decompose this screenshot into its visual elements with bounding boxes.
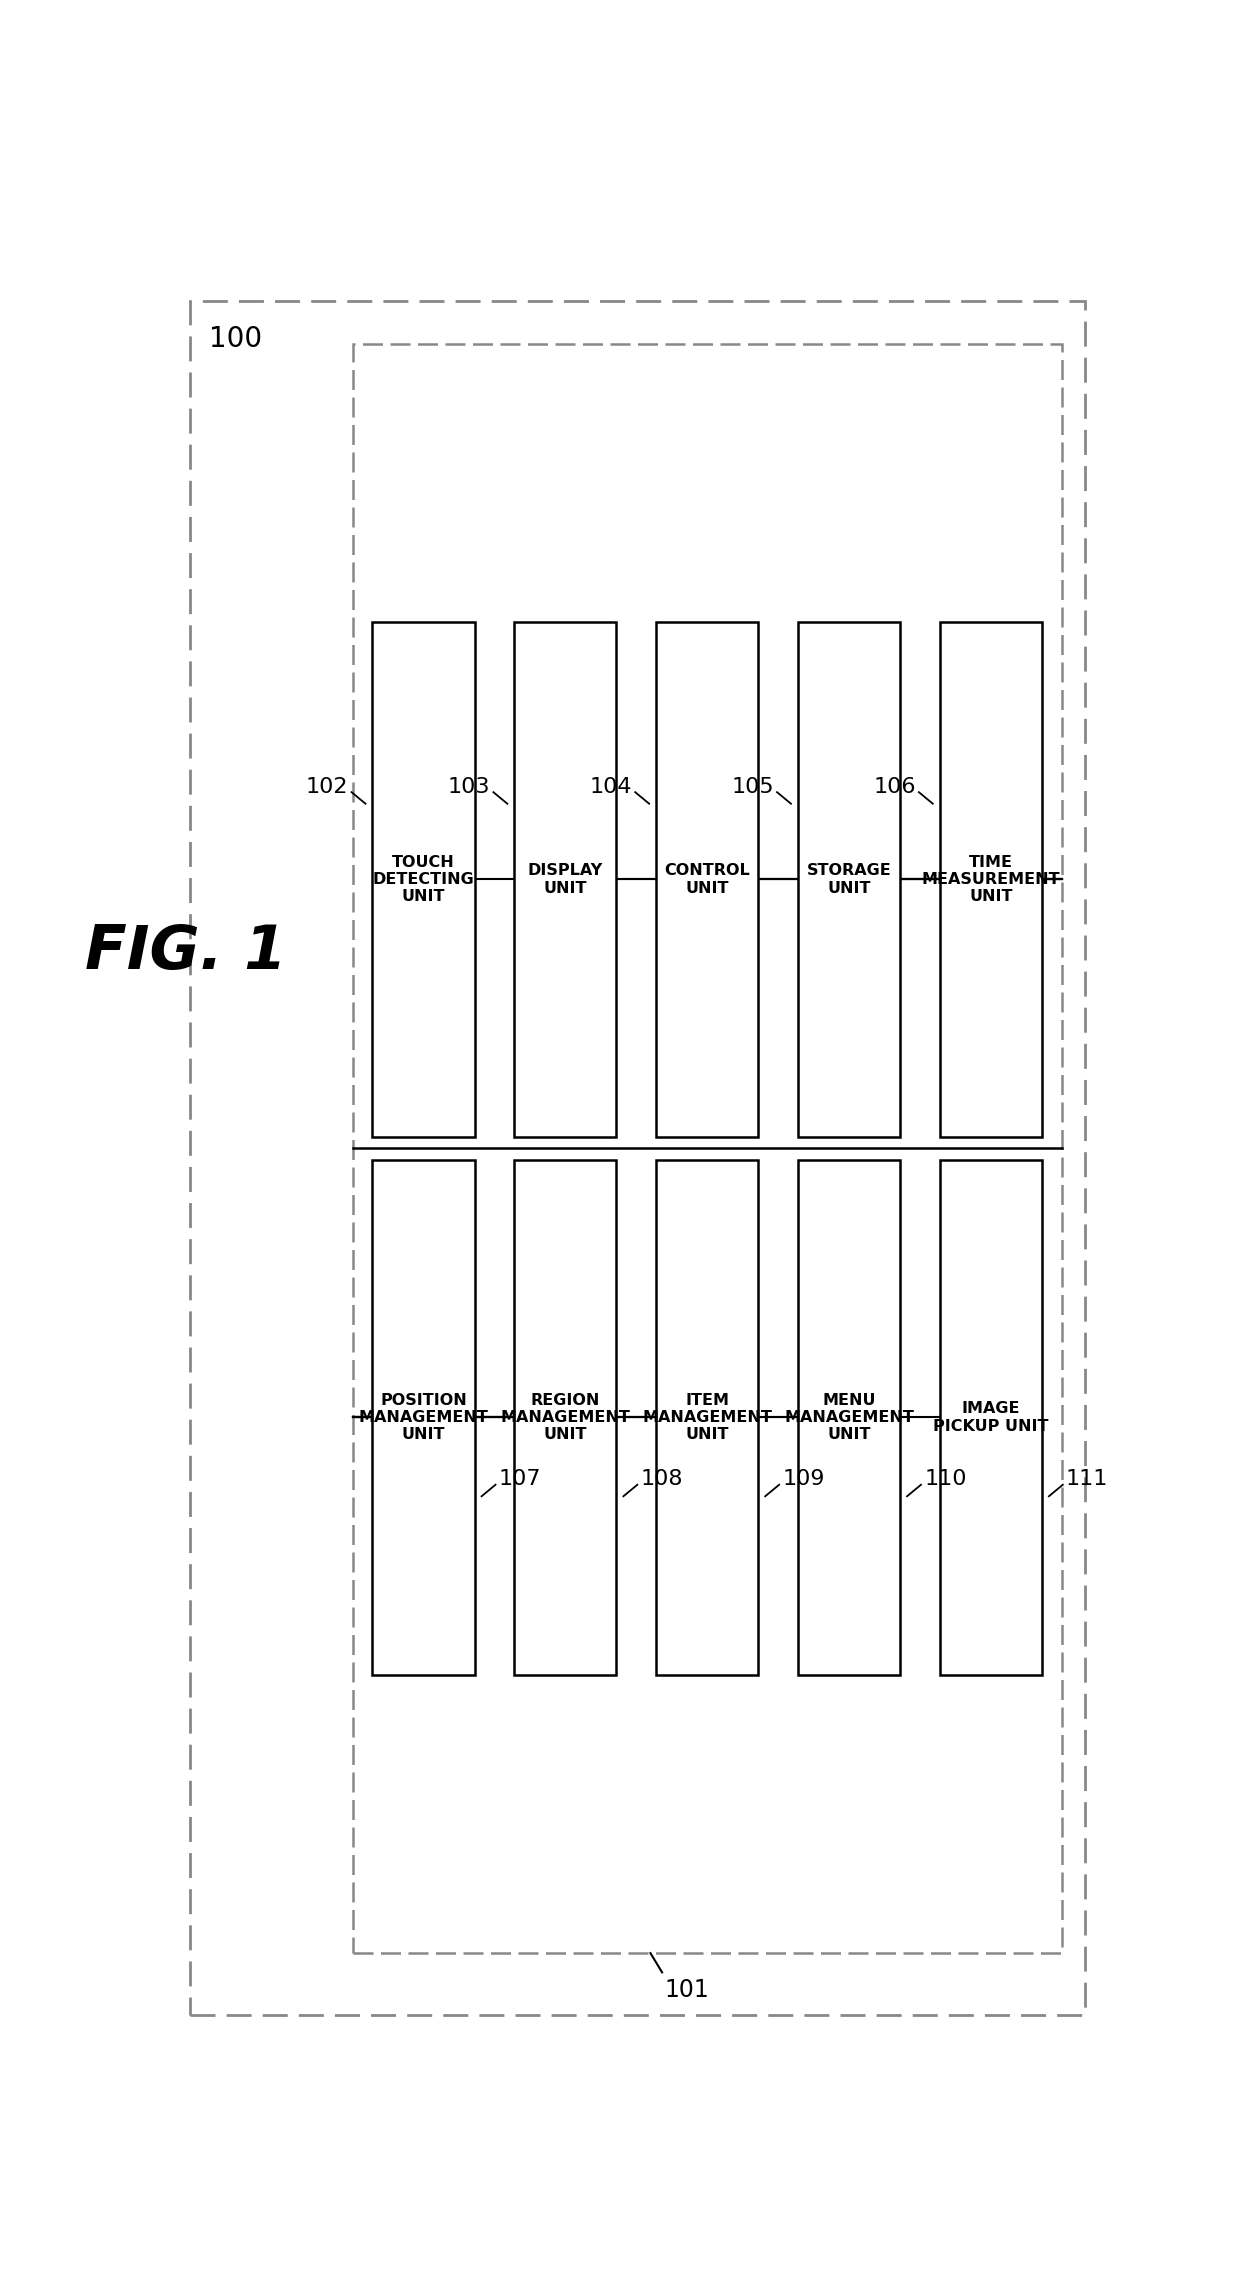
Text: IMAGE
PICKUP UNIT: IMAGE PICKUP UNIT [932, 1402, 1049, 1434]
Bar [352, 344, 1061, 1952]
Text: TIME
MEASUREMENT
UNIT: TIME MEASUREMENT UNIT [921, 856, 1060, 904]
Bar [940, 622, 1042, 1138]
Text: 104: 104 [589, 778, 632, 796]
Text: 111: 111 [1066, 1470, 1109, 1489]
Text: 105: 105 [732, 778, 774, 796]
Text: DISPLAY
UNIT: DISPLAY UNIT [528, 863, 603, 895]
Text: 107: 107 [498, 1470, 541, 1489]
Text: FIG. 1: FIG. 1 [86, 922, 286, 982]
Bar [940, 1161, 1042, 1675]
Text: POSITION
MANAGEMENT
UNIT: POSITION MANAGEMENT UNIT [358, 1392, 489, 1443]
Text: 108: 108 [640, 1470, 683, 1489]
Text: ITEM
MANAGEMENT
UNIT: ITEM MANAGEMENT UNIT [642, 1392, 773, 1443]
Bar [656, 1161, 758, 1675]
Text: CONTROL
UNIT: CONTROL UNIT [665, 863, 750, 895]
Text: TOUCH
DETECTING
UNIT: TOUCH DETECTING UNIT [373, 856, 475, 904]
Bar [656, 622, 758, 1138]
Text: 101: 101 [665, 1977, 709, 2003]
Bar [799, 622, 900, 1138]
Text: STORAGE
UNIT: STORAGE UNIT [807, 863, 892, 895]
Text: 100: 100 [210, 323, 263, 353]
Text: REGION
MANAGEMENT
UNIT: REGION MANAGEMENT UNIT [501, 1392, 630, 1443]
Text: 109: 109 [782, 1470, 825, 1489]
Bar [515, 1161, 616, 1675]
Text: 110: 110 [924, 1470, 967, 1489]
Text: MENU
MANAGEMENT
UNIT: MENU MANAGEMENT UNIT [784, 1392, 914, 1443]
Bar [799, 1161, 900, 1675]
Bar [372, 1161, 475, 1675]
Bar [515, 622, 616, 1138]
Text: 102: 102 [306, 778, 348, 796]
Bar [372, 622, 475, 1138]
Text: 106: 106 [873, 778, 916, 796]
Text: 103: 103 [448, 778, 490, 796]
